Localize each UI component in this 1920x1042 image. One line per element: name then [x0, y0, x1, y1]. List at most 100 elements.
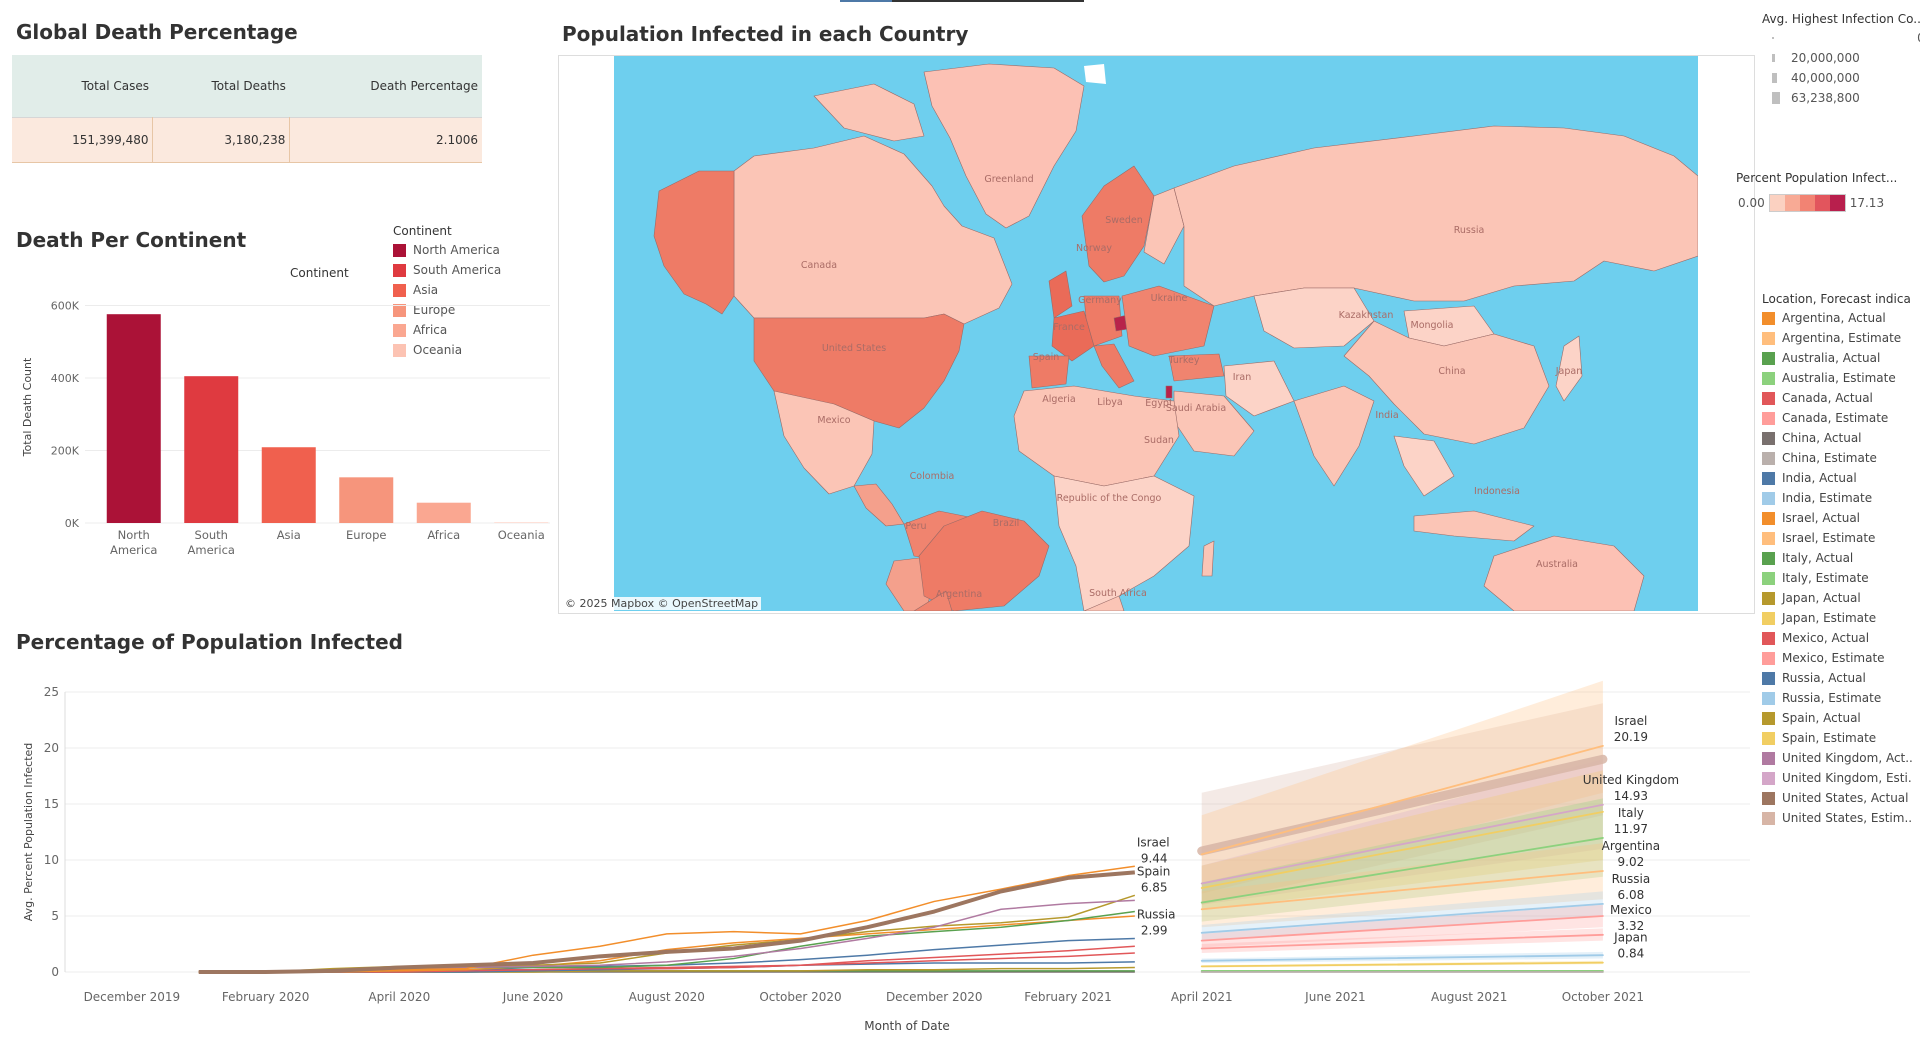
bar[interactable]	[494, 522, 549, 524]
map-frame	[558, 55, 1755, 614]
country-russia[interactable]	[1173, 125, 1698, 307]
forecast-legend-label: Israel, Actual	[1782, 511, 1861, 525]
map-label-colombia: Colombia	[910, 471, 955, 482]
legend-item-europe[interactable]: Europe	[393, 300, 501, 320]
forecast-legend-item[interactable]: Russia, Actual	[1762, 668, 1912, 688]
forecast-legend-swatch	[1762, 731, 1775, 745]
legend-item-north-america[interactable]: North America	[393, 240, 501, 260]
bar-ytick-label: 400K	[51, 372, 80, 385]
forecast-legend-swatch	[1762, 811, 1775, 825]
country-indonesia[interactable]	[1413, 510, 1535, 542]
country-spain[interactable]	[1028, 355, 1070, 389]
forecast-legend-item[interactable]: Mexico, Actual	[1762, 628, 1912, 648]
map-label-ukraine: Ukraine	[1151, 293, 1188, 304]
map-label-sudan: Sudan	[1144, 435, 1174, 446]
country-turkey[interactable]	[1168, 353, 1225, 382]
country-greenland[interactable]	[923, 63, 1085, 229]
forecast-legend-item[interactable]: Canada, Actual	[1762, 388, 1912, 408]
actual-line[interactable]	[198, 870, 1136, 974]
map-label-united-states: United States	[822, 343, 886, 354]
forecast-legend-item[interactable]: Russia, Estimate	[1762, 688, 1912, 708]
forecast-legend-item[interactable]: United States, Estim...	[1762, 808, 1912, 828]
forecast-legend-label: Japan, Actual	[1782, 591, 1861, 605]
country-finland[interactable]	[1143, 187, 1185, 265]
forecast-legend-item[interactable]: Italy, Estimate	[1762, 568, 1912, 588]
legend-item-asia[interactable]: Asia	[393, 280, 501, 300]
country-uk[interactable]	[1048, 270, 1073, 319]
forecast-legend-item[interactable]: Mexico, Estimate	[1762, 648, 1912, 668]
map-label-russia: Russia	[1454, 225, 1485, 236]
forecast-legend-item[interactable]: Japan, Actual	[1762, 588, 1912, 608]
world-map[interactable]: Greenland Canada United States Mexico Co…	[614, 56, 1698, 611]
forecast-legend-item[interactable]: Argentina, Estimate	[1762, 328, 1912, 348]
country-alaska[interactable]	[653, 170, 735, 315]
kpi-death-percentage[interactable]: 2.1006	[289, 117, 482, 163]
forecast-legend-item[interactable]: China, Actual	[1762, 428, 1912, 448]
map-label-mexico: Mexico	[817, 415, 850, 426]
actual-line[interactable]	[198, 865, 1135, 973]
country-iran[interactable]	[1223, 360, 1295, 417]
forecast-label-value: 0.84	[1618, 947, 1645, 961]
forecast-line	[1200, 803, 1604, 885]
forecast-legend-item[interactable]: India, Estimate	[1762, 488, 1912, 508]
bar[interactable]	[339, 477, 394, 523]
actual-line[interactable]	[198, 899, 1135, 973]
forecast-legend-item[interactable]: Israel, Estimate	[1762, 528, 1912, 548]
country-germany[interactable]	[1083, 295, 1123, 347]
map-attribution[interactable]: © 2025 Mapbox © OpenStreetMap	[562, 597, 762, 610]
forecast-label-name: Israel	[1614, 714, 1647, 728]
country-australia[interactable]	[1483, 535, 1645, 611]
forecast-legend-item[interactable]: China, Estimate	[1762, 448, 1912, 468]
line-xtick-label: December 2019	[84, 990, 181, 1004]
forecast-legend-item[interactable]: Argentina, Actual	[1762, 308, 1912, 328]
bar[interactable]	[261, 447, 316, 523]
bar-xtick-label: South	[195, 528, 228, 542]
forecast-legend-item[interactable]: United Kingdom, Esti...	[1762, 768, 1912, 788]
country-india[interactable]	[1293, 385, 1375, 487]
forecast-legend-item[interactable]: Japan, Estimate	[1762, 608, 1912, 628]
country-japan[interactable]	[1555, 335, 1583, 402]
forecast-legend-item[interactable]: Spain, Estimate	[1762, 728, 1912, 748]
forecast-legend-swatch	[1762, 451, 1775, 465]
line-xlabel: Month of Date	[864, 1019, 950, 1033]
ramp-step	[1769, 195, 1785, 211]
forecast-legend-item[interactable]: Israel, Actual	[1762, 508, 1912, 528]
forecast-legend-item[interactable]: Australia, Estimate	[1762, 368, 1912, 388]
forecast-legend-item[interactable]: Canada, Estimate	[1762, 408, 1912, 428]
forecast-legend-item[interactable]: United Kingdom, Act...	[1762, 748, 1912, 768]
line-xtick-label: February 2020	[222, 990, 310, 1004]
country-canada-islands[interactable]	[813, 83, 925, 142]
forecast-legend-item[interactable]: United States, Actual	[1762, 788, 1912, 808]
country-argentina[interactable]	[913, 590, 953, 611]
bar[interactable]	[416, 502, 471, 523]
legend-item-africa[interactable]: Africa	[393, 320, 501, 340]
country-central-africa[interactable]	[1053, 475, 1195, 611]
map-label-peru: Peru	[905, 521, 926, 532]
bar[interactable]	[184, 376, 239, 523]
country-norway-sweden[interactable]	[1081, 165, 1155, 283]
country-eastern-europe[interactable]	[1121, 285, 1215, 357]
country-southeast-asia[interactable]	[1393, 435, 1455, 497]
country-france[interactable]	[1051, 310, 1095, 362]
forecast-line	[1200, 954, 1604, 962]
country-madagascar[interactable]	[1201, 540, 1215, 577]
country-china[interactable]	[1343, 320, 1550, 445]
forecast-legend-item[interactable]: India, Actual	[1762, 468, 1912, 488]
forecast-legend-label: Australia, Estimate	[1782, 371, 1896, 385]
kpi-total-cases[interactable]: 151,399,480	[12, 117, 154, 163]
map-label-turkey: Turkey	[1168, 355, 1200, 366]
forecast-legend-item[interactable]: Australia, Actual	[1762, 348, 1912, 368]
forecast-legend-swatch	[1762, 411, 1775, 425]
country-kazakhstan[interactable]	[1253, 287, 1375, 349]
forecast-legend-swatch	[1762, 571, 1775, 585]
kpi-total-deaths[interactable]: 3,180,238	[152, 117, 291, 163]
country-south-africa[interactable]	[1083, 595, 1125, 611]
forecast-legend-item[interactable]: Italy, Actual	[1762, 548, 1912, 568]
bar[interactable]	[106, 314, 161, 523]
forecast-legend-item[interactable]: Spain, Actual	[1762, 708, 1912, 728]
country-israel[interactable]	[1165, 385, 1173, 399]
legend-item-oceania[interactable]: Oceania	[393, 340, 501, 360]
country-italy[interactable]	[1093, 343, 1135, 389]
legend-item-south-america[interactable]: South America	[393, 260, 501, 280]
size-label: 0	[1815, 31, 1920, 45]
